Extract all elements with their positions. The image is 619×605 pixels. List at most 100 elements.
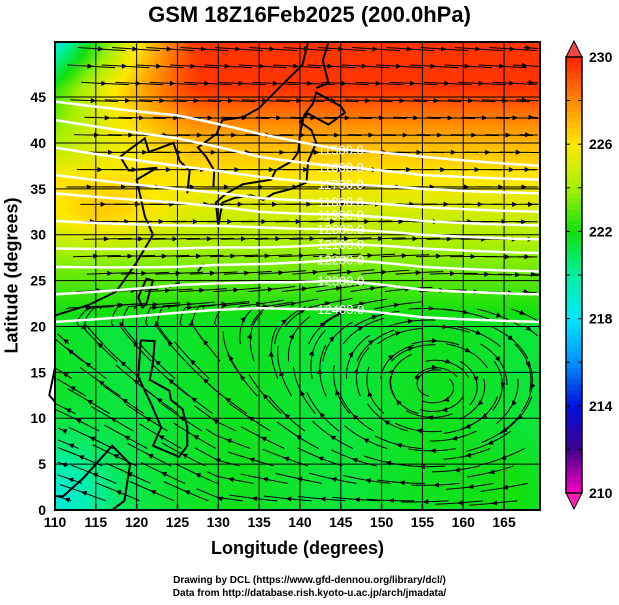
- streamline-arrow: [495, 356, 501, 362]
- contour-line: [54, 258, 541, 273]
- streamline-arrow: [227, 97, 234, 104]
- colorbar-segment: [566, 302, 582, 309]
- colorbar-label: 222: [589, 223, 613, 239]
- colorbar-segment: [566, 138, 582, 145]
- streamline-arrow: [471, 132, 477, 138]
- colorbar-segment: [566, 122, 582, 129]
- colorbar-extend-min: [565, 492, 583, 511]
- contour-label: 11500.0: [318, 142, 364, 157]
- streamline-arrow: [484, 271, 490, 277]
- streamline-arrow: [303, 46, 310, 52]
- colorbar-segment: [566, 127, 582, 134]
- streamline: [477, 308, 523, 328]
- streamline-arrow: [409, 80, 416, 86]
- streamline-arrow: [133, 379, 140, 385]
- streamline-arrow: [343, 236, 350, 242]
- streamline-arrow: [457, 500, 463, 506]
- streamline-arrow: [181, 453, 188, 459]
- colorbar-segment: [566, 215, 582, 221]
- streamline-arrow: [184, 490, 191, 496]
- streamline-arrow: [120, 361, 127, 367]
- contour-line: [54, 242, 541, 255]
- streamline-arrow: [399, 480, 405, 486]
- streamline-arrow: [85, 304, 92, 310]
- streamline-arrow: [234, 167, 240, 173]
- streamline-arrow: [430, 448, 436, 454]
- streamline-arrow: [165, 167, 172, 173]
- streamline-arrow: [196, 132, 203, 138]
- colorbar-label: 226: [589, 136, 613, 152]
- streamline: [155, 320, 187, 362]
- streamline-arrow: [354, 497, 360, 503]
- streamline-arrow: [444, 80, 450, 86]
- streamline-arrow: [121, 398, 128, 404]
- streamline-arrow: [334, 132, 340, 138]
- streamline-arrow: [258, 184, 264, 190]
- contour-line: [54, 118, 541, 181]
- streamline-arrow: [498, 184, 504, 190]
- streamline-arrow: [278, 270, 284, 276]
- streamline-arrow: [327, 63, 333, 69]
- streamline-arrow: [113, 454, 120, 460]
- streamline-arrow: [524, 166, 531, 173]
- streamline-arrow: [261, 218, 267, 225]
- streamline-arrow: [487, 439, 494, 445]
- streamline-arrow: [207, 115, 213, 121]
- streamline-arrow: [138, 236, 144, 242]
- streamline: [414, 367, 458, 380]
- streamline-arrow: [445, 358, 452, 364]
- colorbar-segment: [566, 443, 582, 450]
- streamline: [306, 392, 340, 432]
- colorbar-segment: [566, 465, 582, 472]
- streamline-arrow: [296, 97, 302, 104]
- streamline-arrow: [231, 132, 237, 138]
- contour-line: [54, 192, 541, 227]
- streamline-arrow: [101, 80, 107, 86]
- streamline-arrow: [519, 310, 526, 315]
- streamline-arrow: [75, 418, 82, 424]
- streamline-arrow: [288, 333, 295, 340]
- colorbar-segment: [566, 84, 582, 91]
- streamline-arrow: [134, 201, 141, 207]
- streamline-arrow: [125, 97, 131, 104]
- streamline-arrow: [69, 386, 76, 392]
- streamline-arrow: [525, 132, 531, 138]
- streamline-arrow: [155, 63, 162, 69]
- streamline-arrow: [500, 382, 506, 389]
- colorbar-segment: [566, 313, 582, 320]
- colorbar-segment: [566, 269, 582, 276]
- streamline-arrow: [525, 45, 532, 51]
- colorbar-label: 230: [589, 49, 613, 65]
- streamline-arrow: [283, 456, 290, 462]
- colorbar-segment: [566, 264, 582, 271]
- streamline-arrow: [164, 287, 171, 294]
- streamline-arrow: [475, 46, 481, 52]
- contour-label: 11600.0: [318, 160, 364, 175]
- streamline-arrow: [97, 46, 104, 52]
- streamline-arrow: [427, 415, 433, 421]
- streamline: [419, 395, 464, 412]
- streamline-arrow: [319, 412, 326, 419]
- colorbar-segment: [566, 280, 582, 287]
- streamline: [516, 99, 539, 102]
- streamline-arrow: [195, 473, 202, 478]
- colorbar-segment: [566, 166, 582, 172]
- y-tick-label: 35: [30, 181, 46, 197]
- streamline-arrow: [173, 115, 179, 121]
- colorbar-segment: [566, 324, 582, 330]
- streamline-arrow: [464, 63, 471, 69]
- coastline: [54, 136, 191, 317]
- colorbar-segment: [566, 198, 582, 205]
- streamline-arrow: [396, 399, 402, 406]
- streamline-arrow: [399, 97, 405, 104]
- streamline: [248, 374, 282, 415]
- contour-line: [54, 279, 541, 296]
- colorbar-segment: [566, 307, 582, 314]
- colorbar-segment: [566, 433, 582, 439]
- streamline-arrow: [131, 167, 138, 173]
- streamline-arrow: [312, 269, 319, 275]
- streamline-arrow: [268, 351, 274, 357]
- streamline-arrow: [428, 305, 435, 312]
- streamline-arrow: [530, 271, 537, 277]
- streamline-arrow: [97, 167, 103, 173]
